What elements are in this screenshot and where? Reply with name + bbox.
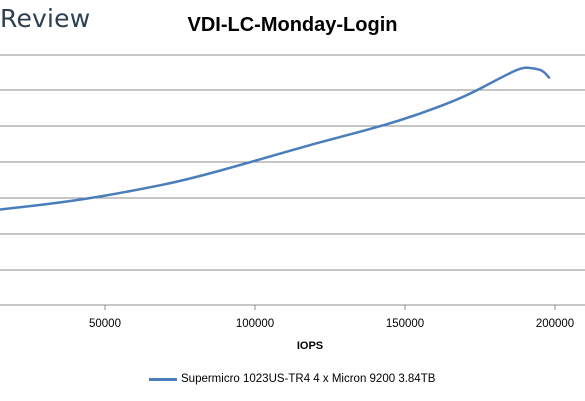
x-axis-label: IOPS <box>297 340 323 352</box>
series-line-0 <box>0 66 551 211</box>
chart-title-text: VDI-LC-Monday-Login <box>187 14 398 36</box>
x-axis-ticks: 50000 100000 150000 200000 <box>89 305 574 330</box>
legend: Supermicro 1023US-TR4 4 x Micron 9200 3.… <box>149 373 435 385</box>
x-tick-label-200000: 200000 <box>536 318 574 330</box>
gridlines <box>0 54 585 306</box>
brand-logo-text: Review <box>0 4 91 33</box>
x-tick-label-50000: 50000 <box>89 318 121 330</box>
legend-label: Supermicro 1023US-TR4 4 x Micron 9200 3.… <box>181 373 436 385</box>
x-tick-label-100000: 100000 <box>236 318 274 330</box>
legend-swatch <box>149 377 177 381</box>
chart-title: VDI-LC-Monday-Login <box>0 14 585 37</box>
x-tick-label-150000: 150000 <box>386 318 424 330</box>
series-group <box>0 66 551 211</box>
